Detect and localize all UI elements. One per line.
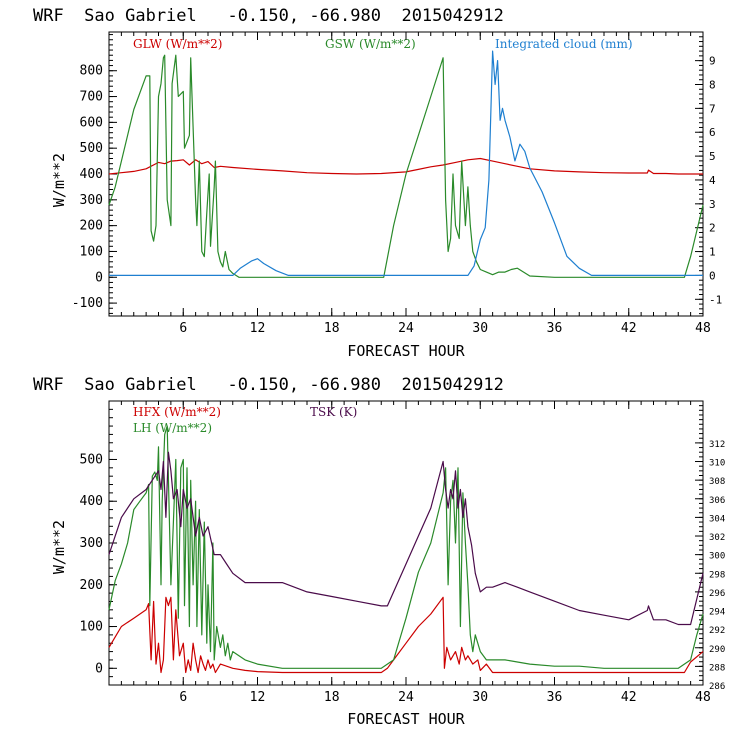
chart2-y2-tick-label: 298 (709, 570, 725, 580)
chart2-y-tick-label: 200 (80, 578, 103, 593)
chart1-series-line-1 (108, 54, 704, 278)
chart1-x-tick-label: 48 (695, 321, 711, 336)
chart2-y2-tick-label: 302 (709, 533, 725, 543)
chart1-y2-tick-label: 4 (709, 174, 716, 187)
chart2-x-tick-label: 30 (472, 690, 488, 705)
chart2-xlabel: FORECAST HOUR (347, 710, 465, 728)
chart2-y-tick-label: 300 (80, 536, 103, 551)
chart2-y2-tick-label: 300 (709, 552, 725, 562)
chart1-x-tick-label: 12 (250, 321, 266, 336)
chart1-legend-glw: GLW (W/m**2) (133, 37, 222, 51)
chart2-y2-tick-label: 312 (709, 440, 725, 450)
chart1-y-tick-label: -100 (72, 296, 103, 311)
chart2-y-tick-label: 100 (80, 620, 103, 635)
chart2-y2-tick-label: 306 (709, 496, 725, 506)
chart1-x-tick-label: 24 (398, 321, 414, 336)
chart2-y-tick-label: 400 (80, 494, 103, 509)
chart1-y-tick-label: 700 (80, 90, 103, 105)
chart2-ylabel: W/m**2 (50, 520, 68, 574)
chart1-y2-tick-label: 2 (709, 222, 716, 235)
chart1-x-tick-label: 42 (621, 321, 637, 336)
chart2-series-line-2 (108, 451, 704, 626)
chart1-series-line-2 (109, 50, 703, 276)
chart1-y-tick-label: 500 (80, 141, 103, 156)
chart1-y-tick-label: 400 (80, 167, 103, 182)
chart1-y2-tick-label: 6 (709, 126, 716, 139)
chart2-y-tick-label: 500 (80, 452, 103, 467)
chart1-legend-gsw: GSW (W/m**2) (325, 37, 416, 51)
chart1-y-tick-label: 200 (80, 219, 103, 234)
chart1-x-tick-label: 30 (472, 321, 488, 336)
chart1-y2-tick-label: 0 (709, 269, 716, 282)
chart1-y2-tick-label: 5 (709, 150, 716, 163)
chart1-x-tick-label: 36 (547, 321, 563, 336)
chart1-xlabel: FORECAST HOUR (347, 342, 465, 360)
chart1-y-tick-label: 100 (80, 244, 103, 259)
chart2-x-tick-label: 24 (398, 690, 414, 705)
chart1-y2-tick-label: 9 (709, 55, 716, 68)
chart1-y2-tick-label: -1 (709, 293, 722, 306)
chart2-y2-tick-label: 290 (709, 645, 725, 655)
chart2-y2-tick-label: 292 (709, 626, 725, 636)
chart2-y-tick-label: 0 (95, 661, 103, 676)
chart2-legend-tsk: TSK (K) (310, 405, 357, 419)
chart1-x-tick-label: 6 (179, 321, 187, 336)
chart1-title: WRF Sao Gabriel -0.150, -66.980 20150429… (33, 6, 504, 26)
chart1-y-tick-label: 0 (95, 270, 103, 285)
chart2-y2-tick-label: 308 (709, 477, 725, 487)
chart2-y2-tick-label: 286 (709, 682, 725, 692)
chart2-x-tick-label: 48 (695, 690, 711, 705)
chart2-legend-lh: LH (W/m**2) (133, 421, 212, 435)
chart1-y2-tick-label: 8 (709, 79, 716, 92)
chart2-x-tick-label: 42 (621, 690, 637, 705)
chart1-legend-cloud: Integrated cloud (mm) (495, 37, 633, 51)
chart2-y2-tick-label: 296 (709, 589, 725, 599)
chart2-y2-tick-label: 304 (709, 514, 725, 524)
chart1-series-line-0 (108, 157, 703, 175)
chart1-y2-tick-label: 1 (709, 246, 716, 259)
chart1-y2-tick-label: 3 (709, 198, 716, 211)
chart1-y2-tick-label: 7 (709, 102, 716, 115)
chart2-x-tick-label: 6 (179, 690, 187, 705)
chart2-title: WRF Sao Gabriel -0.150, -66.980 20150429… (33, 375, 504, 395)
chart2-series-line-0 (108, 596, 704, 674)
chart2-series-line-1 (108, 425, 704, 669)
chart1-x-tick-label: 18 (324, 321, 340, 336)
chart2-y2-tick-label: 294 (709, 608, 725, 618)
chart2-x-tick-label: 18 (324, 690, 340, 705)
chart2-legend-hfx: HFX (W/m**2) (133, 405, 221, 419)
chart1-y-tick-label: 600 (80, 115, 103, 130)
chart2-x-tick-label: 12 (250, 690, 266, 705)
chart1-ylabel: W/m**2 (50, 153, 68, 207)
chart1-y-tick-label: 800 (80, 64, 103, 79)
chart2-y2-tick-label: 288 (709, 663, 725, 673)
chart1-y-tick-label: 300 (80, 193, 103, 208)
chart2-y2-tick-label: 310 (709, 459, 725, 469)
chart2-x-tick-label: 36 (547, 690, 563, 705)
